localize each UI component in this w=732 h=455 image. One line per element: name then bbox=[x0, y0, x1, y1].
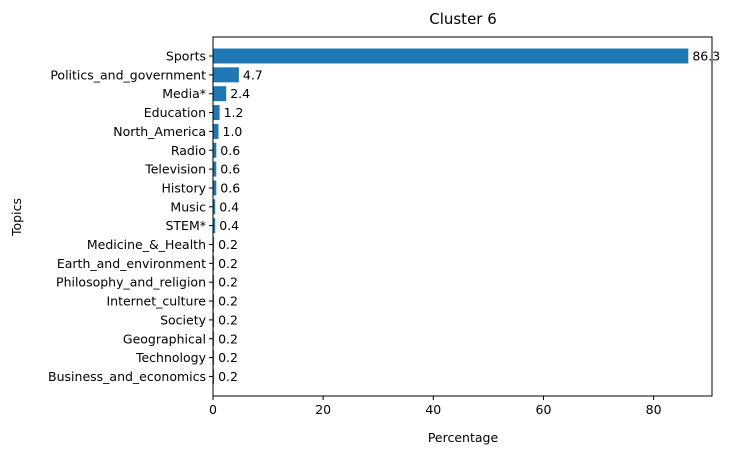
bar bbox=[213, 123, 219, 139]
bar bbox=[213, 312, 215, 328]
x-tick-label: 20 bbox=[315, 402, 331, 417]
y-tick-label: History bbox=[162, 180, 207, 195]
y-tick-label: Business_and_economics bbox=[48, 369, 206, 384]
bar bbox=[213, 255, 215, 271]
bar-value-label: 4.7 bbox=[243, 67, 263, 82]
bar-value-label: 1.2 bbox=[224, 105, 244, 120]
y-tick-label: Society bbox=[160, 312, 207, 327]
y-tick-label: Politics_and_government bbox=[50, 67, 206, 82]
bar bbox=[213, 237, 215, 252]
y-tick-label: Sports bbox=[166, 49, 206, 64]
y-tick-label: Earth_and_environment bbox=[57, 256, 206, 271]
y-tick-label: Philosophy_and_religion bbox=[56, 275, 206, 290]
y-tick-label: Technology bbox=[135, 350, 207, 365]
bar-value-label: 0.6 bbox=[220, 143, 240, 158]
plot-frame bbox=[212, 36, 713, 397]
x-axis-ticks: 0 20 40 60 80 bbox=[209, 396, 662, 417]
bar bbox=[213, 86, 227, 102]
bar-value-label: 0.2 bbox=[218, 369, 238, 384]
y-tick-label: Internet_culture bbox=[106, 294, 206, 309]
y-tick-label: Media* bbox=[162, 86, 206, 101]
y-tick-label: Music bbox=[170, 199, 206, 214]
y-axis-ticks: Sports Politics_and_government Media* Educa… bbox=[48, 49, 213, 384]
bar-value-label: 0.2 bbox=[218, 294, 238, 309]
y-tick-label: Geographical bbox=[123, 331, 206, 346]
data-labels-group: 86.3 4.7 2.4 1.2 1.0 0.6 0.6 0.6 0.4 0.4 0.2 0.2 0.2… bbox=[218, 49, 720, 384]
bar bbox=[213, 293, 215, 309]
bar bbox=[213, 199, 216, 215]
bar bbox=[213, 180, 217, 196]
bar-value-label: 0.6 bbox=[220, 180, 240, 195]
bars-group bbox=[213, 48, 689, 384]
y-tick-label: Medicine_&_Health bbox=[87, 237, 206, 252]
x-tick-label: 40 bbox=[425, 402, 441, 417]
bar bbox=[213, 350, 215, 366]
x-axis-label: Percentage bbox=[428, 430, 499, 445]
x-tick-label: 60 bbox=[536, 402, 552, 417]
bar bbox=[213, 105, 220, 121]
bar-value-label: 0.2 bbox=[218, 237, 238, 252]
bar-value-label: 1.0 bbox=[223, 124, 243, 139]
bar-value-label: 86.3 bbox=[692, 49, 720, 64]
y-tick-label: Radio bbox=[171, 143, 206, 158]
bar-value-label: 0.4 bbox=[219, 218, 239, 233]
x-tick-label: 80 bbox=[646, 402, 662, 417]
bar-value-label: 2.4 bbox=[230, 86, 250, 101]
bar bbox=[213, 48, 689, 64]
bar bbox=[213, 218, 216, 234]
y-axis-label: Topics bbox=[9, 198, 24, 237]
bar bbox=[213, 274, 215, 290]
bar-value-label: 0.2 bbox=[218, 275, 238, 290]
bar-value-label: 0.2 bbox=[218, 350, 238, 365]
bar-value-label: 0.6 bbox=[220, 162, 240, 177]
bar bbox=[213, 67, 239, 83]
y-tick-label: Education bbox=[144, 105, 206, 120]
y-tick-label: Television bbox=[144, 162, 206, 177]
chart-title: Cluster 6 bbox=[429, 10, 497, 28]
x-tick-label: 0 bbox=[209, 402, 217, 417]
bar bbox=[213, 368, 215, 384]
bar bbox=[213, 161, 217, 177]
bar-value-label: 0.2 bbox=[218, 331, 238, 346]
y-tick-label: STEM* bbox=[165, 218, 206, 233]
bar-value-label: 0.2 bbox=[218, 312, 238, 327]
bar bbox=[213, 331, 215, 347]
bar-value-label: 0.2 bbox=[218, 256, 238, 271]
bar-value-label: 0.4 bbox=[219, 199, 239, 214]
y-tick-label: North_America bbox=[113, 124, 206, 139]
bar bbox=[213, 142, 217, 158]
